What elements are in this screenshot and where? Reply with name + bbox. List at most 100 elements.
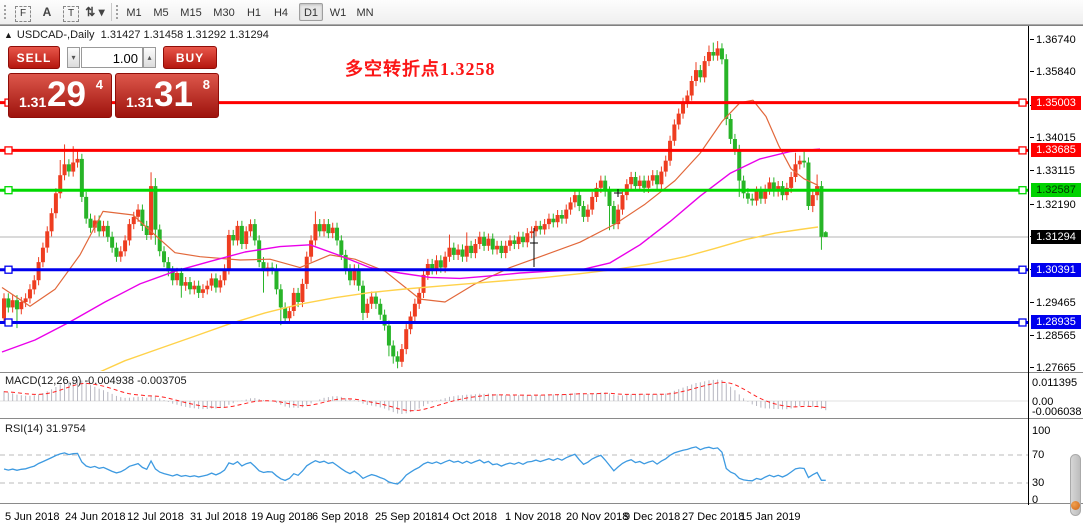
text-tool-icon[interactable]: A	[42, 5, 52, 19]
buy-button[interactable]: BUY	[163, 46, 217, 69]
timeframe-button-d1[interactable]: D1	[299, 3, 323, 21]
macd-axis-min: -0.006038	[1032, 406, 1082, 418]
volume-up-button[interactable]: ▴	[143, 47, 156, 68]
main-price-pane[interactable]	[0, 41, 1028, 393]
price-level-badge: 1.30391	[1031, 262, 1081, 277]
toolbar-grip-2[interactable]	[115, 4, 119, 21]
price-tick: 1.36740	[1030, 33, 1076, 46]
rsi-pane-separator[interactable]	[0, 418, 1083, 420]
timeframe-button-w1[interactable]: W1	[329, 7, 347, 19]
ohlc-values: 1.31427 1.31458 1.31292 1.31294	[100, 29, 269, 41]
timeframe-button-m1[interactable]: M1	[126, 7, 142, 19]
one-click-trading-panel: SELL ▾ 1.00 ▴ BUY 1.31 29 4 1.31 31 8	[8, 46, 223, 139]
line-handle[interactable]	[1018, 318, 1027, 327]
price-tick: 1.34015	[1030, 132, 1076, 145]
expand-icon[interactable]: ▲	[4, 30, 13, 40]
rsi-line	[3, 446, 826, 485]
time-tick: 1 Nov 2018	[505, 511, 562, 523]
ma-slow-yellow	[100, 226, 819, 371]
ma-mid-magenta	[1, 148, 821, 353]
rsi-axis-0: 0	[1032, 494, 1039, 506]
price-tick: 1.27665	[1030, 362, 1076, 375]
buy-price-box[interactable]: 1.31 31 8	[115, 73, 219, 118]
macd-value-signal: -0.003705	[137, 375, 187, 387]
price-level-badge: 1.35003	[1031, 95, 1081, 110]
macd-axis-max: 0.011395	[1032, 377, 1078, 389]
time-tick: 19 Aug 2018	[251, 511, 313, 523]
annotation-text: 多空转折点1.3258	[345, 59, 496, 79]
macd-axis-zero: 0.00	[1032, 396, 1054, 408]
line-handle[interactable]	[1018, 146, 1027, 155]
time-tick: 12 Jul 2018	[127, 511, 184, 523]
price-level-badge: 1.28935	[1031, 315, 1081, 330]
time-tick: 20 Nov 2018	[566, 511, 629, 523]
timeframe-button-mn[interactable]: MN	[356, 7, 374, 19]
price-tick: 1.29465	[1030, 297, 1076, 310]
buy-price-pips: 8	[202, 77, 210, 92]
time-tick: 27 Dec 2018	[682, 511, 745, 523]
sell-price-big: 29	[47, 75, 86, 114]
time-tick: 6 Sep 2018	[312, 511, 369, 523]
volume-input[interactable]: 1.00	[81, 47, 143, 68]
rsi-value: 31.9754	[45, 423, 86, 435]
timeframe-button-m5[interactable]: M5	[153, 7, 169, 19]
sell-button[interactable]: SELL	[8, 46, 60, 69]
macd-label: MACD(12,26,9)	[5, 375, 82, 387]
price-level-badge: 1.32587	[1031, 183, 1081, 198]
line-handle[interactable]	[1018, 98, 1027, 107]
toolbar-grip[interactable]	[3, 4, 7, 21]
line-handle[interactable]	[4, 186, 13, 195]
time-tick: 15 Jan 2019	[740, 511, 801, 523]
time-tick: 25 Sep 2018	[375, 511, 438, 523]
macd-signal-line	[3, 381, 826, 412]
price-tick: 1.35840	[1030, 66, 1076, 79]
time-tick: 14 Oct 2018	[437, 511, 497, 523]
timeframe-button-h1[interactable]: H1	[246, 7, 262, 19]
time-axis-separator	[0, 503, 1083, 505]
chart-window: 1.367401.358401.349151.340151.331151.321…	[0, 25, 1083, 528]
arrows-tool-icon[interactable]: ⇅ ▾	[85, 5, 105, 19]
price-tick: 1.33115	[1030, 165, 1075, 178]
rsi-axis-100: 100	[1032, 425, 1051, 437]
scrollbar-widget[interactable]	[1070, 454, 1081, 516]
time-tick: 5 Jun 2018	[5, 511, 60, 523]
buy-price-prefix: 1.31	[126, 94, 154, 110]
sell-price-pips: 4	[95, 77, 103, 92]
macd-label-row: MACD(12,26,9) -0.004938 -0.003705	[5, 375, 187, 387]
line-handle[interactable]	[1018, 186, 1027, 195]
macd-value-main: -0.004938	[84, 375, 135, 387]
line-handle[interactable]	[4, 318, 13, 327]
fibonacci-tool-icon[interactable]: F	[12, 2, 34, 22]
timeframe-button-m15[interactable]: M15	[180, 7, 202, 19]
scrollbar-thumb-icon[interactable]	[1071, 501, 1080, 510]
chart-header: ▲ USDCAD-,Daily 1.31427 1.31458 1.31292 1…	[4, 29, 269, 41]
sell-price-box[interactable]: 1.31 29 4	[8, 73, 112, 118]
label-tool-icon[interactable]: T	[60, 2, 82, 22]
buy-price-big: 31	[154, 75, 193, 114]
price-tick: 1.32190	[1030, 198, 1076, 211]
ma-fast-orange	[1, 99, 819, 307]
time-tick: 24 Jun 2018	[65, 511, 126, 523]
time-tick: 31 Jul 2018	[190, 511, 247, 523]
rsi-pane[interactable]	[0, 446, 1028, 485]
rsi-label-row: RSI(14) 31.9754	[5, 423, 86, 435]
rsi-axis-70: 70	[1032, 449, 1045, 461]
time-axis: 5 Jun 2018 24 Jun 2018 12 Jul 2018 31 Jul 2…	[0, 505, 1083, 528]
rsi-label: RSI(14)	[5, 423, 43, 435]
timeframe-button-m30[interactable]: M30	[213, 7, 235, 19]
rsi-axis-30: 30	[1032, 477, 1045, 489]
timeframe-button-h4[interactable]: H4	[273, 7, 289, 19]
price-level-badge: 1.33685	[1031, 143, 1081, 158]
toolbar-separator	[111, 3, 112, 21]
price-tick: 1.28565	[1030, 329, 1076, 342]
line-handle[interactable]	[4, 146, 13, 155]
line-handle[interactable]	[1018, 265, 1027, 274]
volume-down-button[interactable]: ▾	[67, 47, 80, 68]
symbol-period-label: USDCAD-,Daily	[16, 29, 95, 41]
macd-pane-separator[interactable]	[0, 372, 1083, 374]
toolbar: F A T ⇅ ▾ M1 M5 M15 M30 H1 H4 D1 W1 MN	[0, 0, 1083, 25]
macd-pane[interactable]	[0, 379, 1028, 414]
price-level-badge: 1.31294	[1031, 230, 1081, 244]
line-handle[interactable]	[4, 265, 13, 274]
